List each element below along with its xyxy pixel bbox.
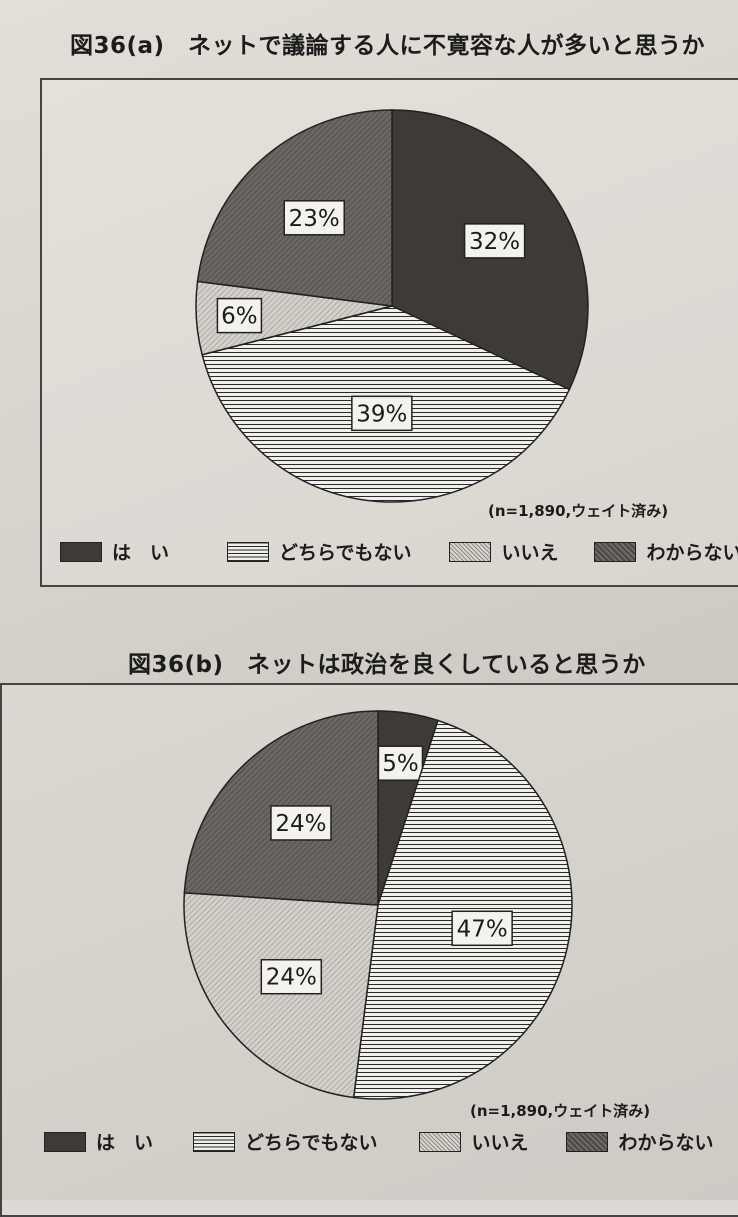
legend-item-dk: わからない — [594, 538, 738, 565]
data-label-box-neither — [451, 910, 513, 947]
legend-label-yes: は い — [112, 542, 170, 564]
legend-swatch-neither — [227, 541, 270, 562]
data-label-yes: 5% — [382, 751, 419, 777]
data-label-yes: 32% — [469, 229, 520, 255]
data-label-box-no — [260, 958, 323, 995]
legend-label-yes: は い — [96, 1132, 154, 1154]
figure-a-legend: は い どちらでもない いいえ わからない — [60, 538, 738, 565]
legend-item-yes: は い — [44, 1128, 153, 1155]
legend-swatch-yes — [44, 1131, 86, 1152]
data-label-neither: 47% — [457, 916, 508, 942]
legend-swatch-yes — [60, 541, 102, 562]
legend-item-no: いいえ — [419, 1128, 528, 1155]
legend-label-dk: わからない — [646, 542, 738, 564]
data-label-dk: 23% — [289, 206, 340, 232]
legend-swatch-no — [419, 1131, 462, 1152]
legend-item-no: いいえ — [449, 538, 558, 565]
legend-item-neither: どちらでもない — [193, 1128, 377, 1155]
data-label-box-dk — [270, 805, 332, 841]
figure-a-sample-note: (n=1,890,ウェイト済み) — [488, 502, 669, 520]
figure-a-title: 図36(a) ネットで議論する人に不寛容な人が多いと思うか — [70, 33, 706, 59]
legend-label-neither: どちらでもない — [279, 542, 412, 564]
pie-slice-no — [183, 892, 379, 1099]
legend-label-dk: わからない — [618, 1132, 714, 1154]
data-label-box-yes — [463, 223, 526, 259]
legend-swatch-dk — [566, 1131, 609, 1152]
legend-item-neither: どちらでもない — [227, 538, 411, 565]
data-label-box-neither — [351, 395, 413, 432]
data-label-no: 24% — [266, 965, 317, 991]
legend-label-no: いいえ — [471, 1132, 529, 1154]
figure-b-legend: は い どちらでもない いいえ わからない — [44, 1128, 713, 1155]
pie-b: 5% 47% 24% 24% — [183, 710, 573, 1100]
legend-swatch-no — [449, 541, 492, 562]
legend-label-neither: どちらでもない — [245, 1132, 378, 1154]
legend-swatch-neither — [193, 1131, 236, 1152]
data-label-dk: 24% — [275, 811, 326, 837]
pie-a: 32% 39% 6% 23% — [195, 109, 589, 503]
legend-item-yes: は い — [60, 538, 169, 565]
figure-b-sample-note: (n=1,890,ウェイト済み) — [470, 1102, 651, 1120]
data-label-box-no — [216, 297, 263, 334]
figure-b-title: 図36(b) ネットは政治を良くしていると思うか — [128, 652, 646, 678]
legend-label-no: いいえ — [501, 542, 559, 564]
legend-item-dk: わからない — [566, 1128, 713, 1155]
pie-slice-neither — [352, 719, 573, 1100]
data-label-no: 6% — [221, 304, 258, 330]
legend-swatch-dk — [594, 541, 637, 562]
data-label-neither: 39% — [356, 401, 407, 427]
data-label-box-dk — [283, 200, 345, 236]
